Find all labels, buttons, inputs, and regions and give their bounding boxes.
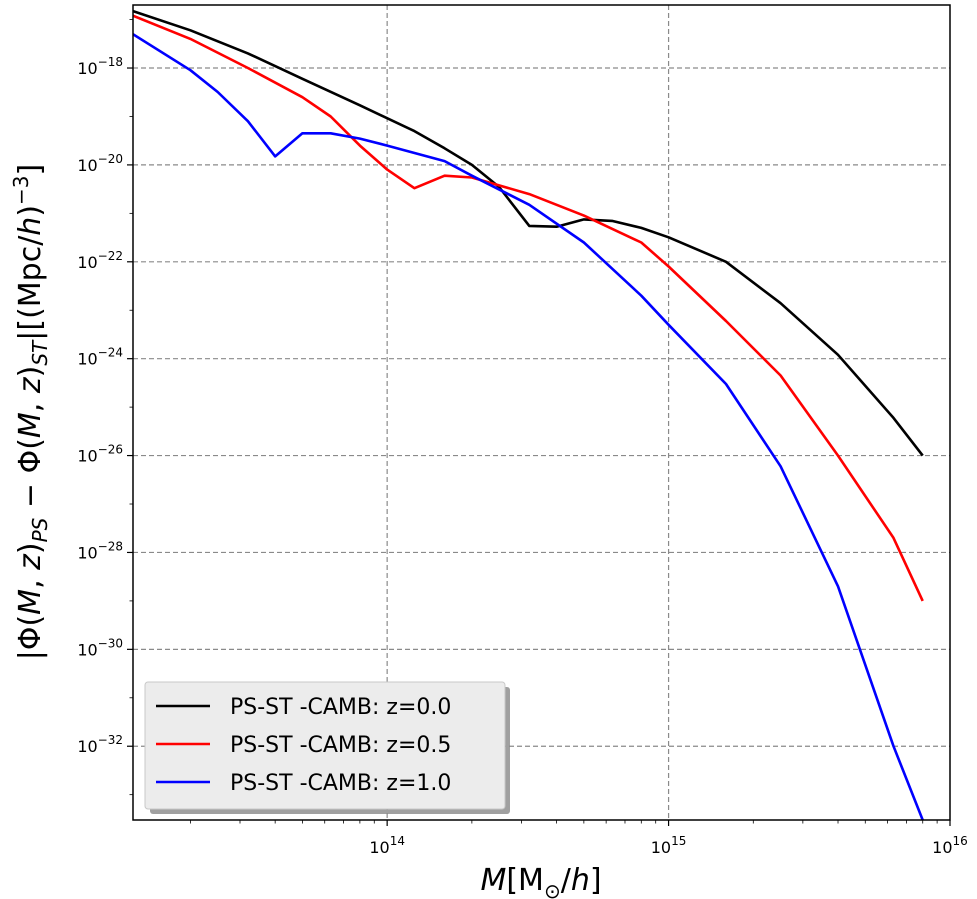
y-tick-label: 10−32 [77,733,123,756]
series-line-2 [133,33,924,820]
y-axis-label: |Φ(M, z)PS − Φ(M, z)ST|[(Mpc/h)−3] [9,164,52,661]
y-tick-label: 10−26 [77,443,123,466]
ticks: 1014 1015 1016 10−18 10−20 10−22 10−24 10−26 10−… [77,19,968,857]
legend-label-2: PS-ST -CAMB: z=1.0 [230,771,451,796]
y-tick-label: 10−20 [77,152,123,175]
x-tick-label: 1016 [932,834,968,857]
x-tick-label: 1015 [651,834,687,857]
series-line-1 [133,14,924,602]
x-axis-label: M[M⊙/h] [480,863,601,899]
series-line-0 [133,9,924,457]
legend-label-1: PS-ST -CAMB: z=0.5 [230,733,451,758]
y-tick-label: 10−22 [77,249,123,272]
y-tick-label: 10−28 [77,539,123,562]
series-group [133,9,924,820]
y-tick-label: 10−24 [77,346,123,369]
x-tick-label: 1014 [369,834,405,857]
legend: PS-ST -CAMB: z=0.0 PS-ST -CAMB: z=0.5 PS-S… [144,681,510,814]
y-tick-label: 10−18 [77,55,123,78]
y-tick-label: 10−30 [77,636,123,659]
legend-box [144,681,506,810]
legend-label-0: PS-ST -CAMB: z=0.0 [230,695,451,720]
plot-frame [132,4,951,821]
